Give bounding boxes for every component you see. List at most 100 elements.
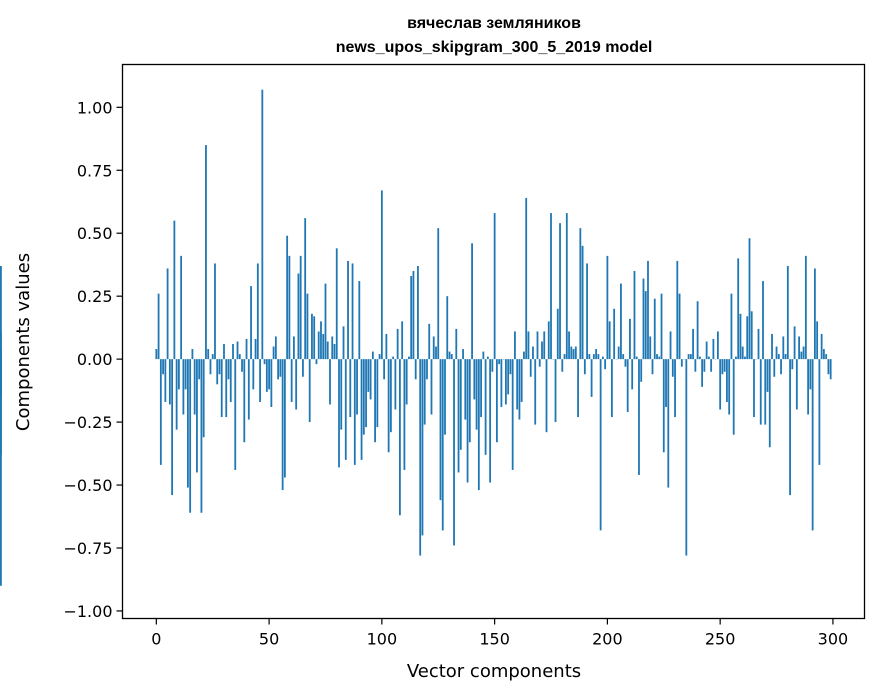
bar bbox=[410, 276, 413, 360]
bar bbox=[259, 359, 261, 402]
x-tick-label: 0 bbox=[151, 630, 161, 649]
bar bbox=[701, 359, 704, 387]
bar bbox=[816, 321, 819, 360]
bar bbox=[324, 283, 327, 360]
bar bbox=[640, 359, 643, 382]
bar bbox=[633, 270, 636, 360]
bar bbox=[414, 359, 417, 380]
bar bbox=[547, 321, 550, 360]
bar bbox=[486, 356, 489, 360]
bar bbox=[155, 349, 158, 360]
y-tick-label: −0.50 bbox=[63, 476, 112, 495]
bar bbox=[777, 354, 780, 360]
bar bbox=[252, 359, 255, 390]
bar bbox=[378, 354, 381, 360]
bar bbox=[367, 359, 370, 392]
bar bbox=[556, 308, 559, 360]
bar bbox=[802, 346, 805, 360]
bar bbox=[338, 359, 340, 468]
bar bbox=[606, 255, 609, 360]
bar bbox=[554, 359, 557, 423]
bar bbox=[351, 263, 354, 360]
bar bbox=[290, 359, 293, 402]
bar bbox=[313, 316, 316, 360]
bar bbox=[157, 293, 160, 360]
bar bbox=[500, 359, 503, 407]
bar bbox=[162, 359, 164, 375]
bar bbox=[380, 190, 383, 360]
bar bbox=[159, 359, 162, 465]
bar bbox=[823, 349, 825, 360]
bar bbox=[0, 349, 2, 360]
bar bbox=[245, 338, 248, 360]
bar bbox=[669, 331, 672, 360]
bar bbox=[543, 331, 546, 360]
bar bbox=[426, 359, 428, 380]
bar bbox=[773, 359, 776, 377]
bar bbox=[811, 359, 814, 531]
bar bbox=[511, 359, 514, 470]
bar bbox=[516, 359, 519, 410]
bar bbox=[392, 356, 395, 360]
plot-frame bbox=[121, 63, 866, 620]
bar bbox=[369, 359, 372, 400]
bar bbox=[329, 359, 331, 405]
bar bbox=[389, 359, 392, 433]
bar bbox=[525, 197, 528, 360]
bar bbox=[412, 270, 415, 360]
bar bbox=[448, 351, 451, 360]
chart-title: вячеслав земляников bbox=[407, 15, 581, 32]
bar bbox=[667, 359, 670, 488]
bar bbox=[588, 354, 591, 360]
bar bbox=[789, 359, 791, 496]
bar bbox=[187, 359, 189, 488]
bar bbox=[396, 328, 399, 360]
bar bbox=[295, 359, 298, 410]
bar bbox=[744, 356, 746, 360]
bar bbox=[193, 359, 196, 415]
bar bbox=[658, 356, 661, 360]
bar bbox=[583, 359, 586, 375]
bar bbox=[365, 359, 367, 428]
bar bbox=[385, 333, 388, 360]
bar bbox=[498, 359, 501, 365]
bar bbox=[444, 359, 446, 435]
bar bbox=[784, 354, 787, 360]
bar bbox=[207, 349, 210, 360]
bar bbox=[189, 359, 192, 513]
bar bbox=[509, 359, 512, 375]
bar bbox=[347, 260, 349, 360]
x-tick-label: 250 bbox=[705, 630, 736, 649]
bar bbox=[214, 263, 216, 360]
bar bbox=[243, 359, 246, 443]
chart-subtitle: news_upos_skipgram_300_5_2019 model bbox=[336, 39, 653, 56]
bar bbox=[250, 286, 252, 360]
bar bbox=[191, 349, 194, 360]
bar bbox=[601, 356, 604, 360]
bar bbox=[286, 235, 289, 360]
bar bbox=[198, 359, 201, 380]
bar bbox=[236, 341, 239, 360]
bar bbox=[793, 326, 796, 360]
bar bbox=[0, 265, 2, 360]
y-tick-label: −0.75 bbox=[63, 539, 112, 558]
bar bbox=[561, 359, 564, 372]
bar bbox=[205, 145, 207, 360]
bar bbox=[349, 359, 352, 418]
bar bbox=[358, 281, 361, 360]
bar bbox=[356, 359, 358, 415]
bar bbox=[399, 359, 401, 516]
bar bbox=[732, 359, 735, 435]
bar bbox=[611, 359, 613, 418]
bar bbox=[475, 359, 478, 430]
bar bbox=[173, 220, 176, 360]
bar bbox=[809, 359, 812, 390]
bar bbox=[590, 359, 593, 397]
bar bbox=[265, 359, 268, 392]
y-axis-label: Components values bbox=[13, 253, 34, 431]
bar bbox=[283, 359, 286, 478]
bar bbox=[459, 359, 462, 450]
bar bbox=[274, 336, 277, 360]
bar bbox=[545, 359, 548, 433]
bar bbox=[795, 359, 798, 410]
